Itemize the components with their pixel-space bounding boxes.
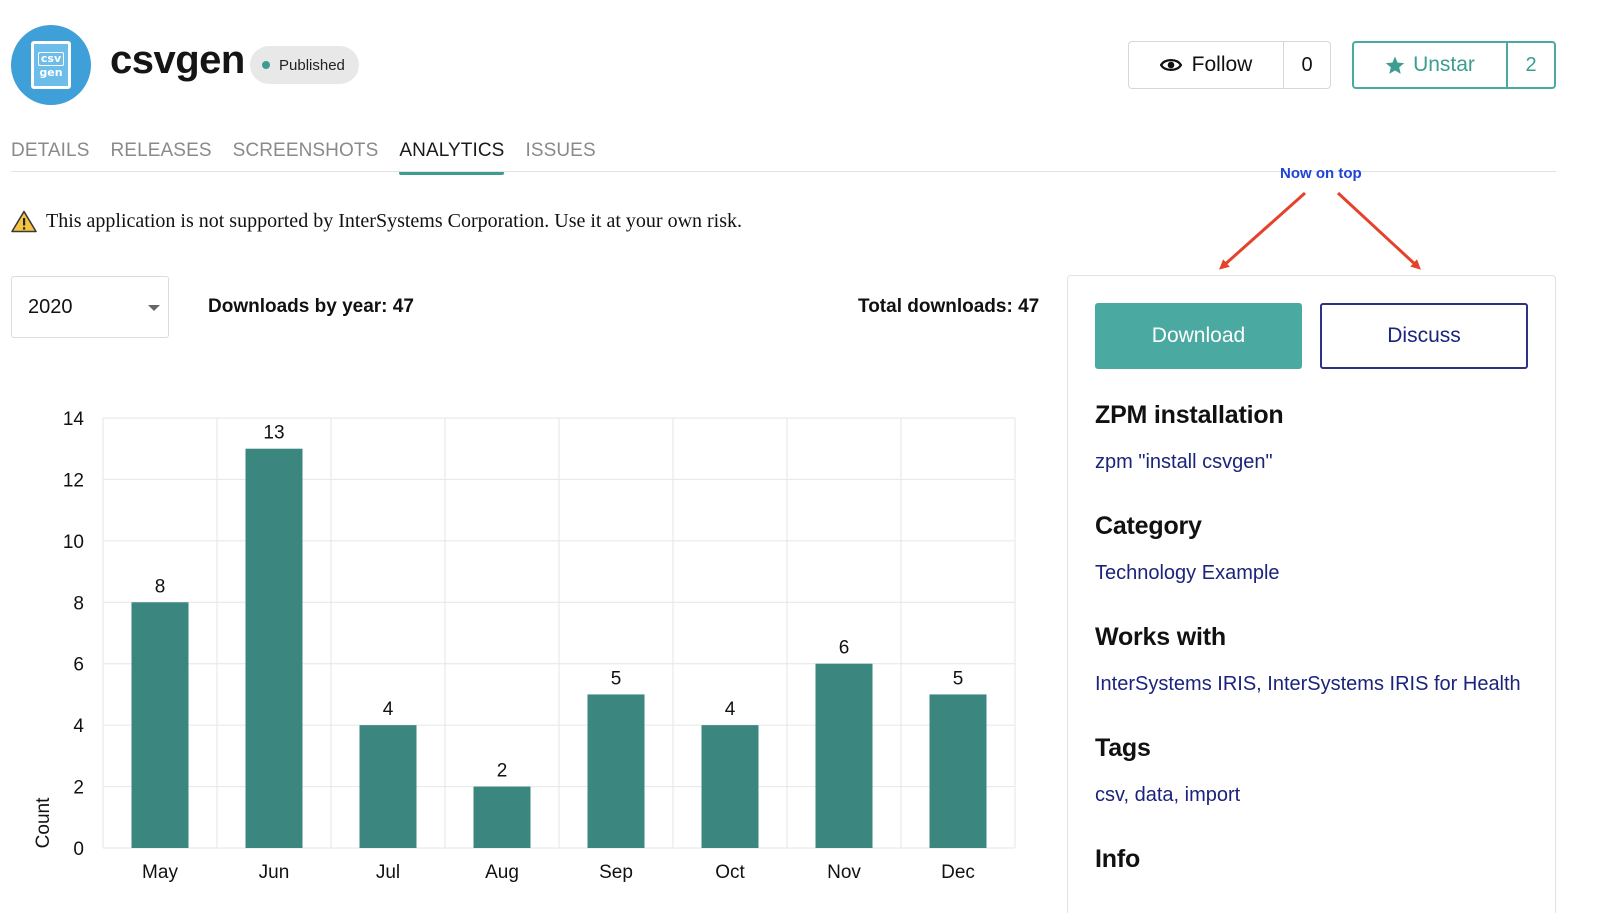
status-dot-icon [262, 61, 270, 69]
data-label: 5 [953, 668, 964, 689]
bar-nov [815, 663, 873, 848]
follow-count: 0 [1301, 53, 1313, 76]
data-label: 4 [725, 699, 736, 720]
year-select[interactable]: 2020 [11, 276, 169, 338]
x-tick-label: Jul [376, 862, 400, 883]
caret-down-icon [148, 305, 160, 311]
y-axis-title: Count [33, 797, 54, 848]
bar-dec [929, 694, 987, 848]
follow-button[interactable]: Follow [1129, 42, 1284, 88]
data-label: 13 [263, 423, 284, 444]
info-heading: Info [1095, 845, 1141, 873]
bar-may [131, 602, 189, 848]
eye-icon [1159, 59, 1182, 71]
download-button[interactable]: Download [1095, 303, 1302, 369]
y-tick-label: 10 [63, 532, 84, 553]
x-tick-label: Dec [941, 862, 975, 883]
tab-bar: DETAILS RELEASES SCREENSHOTS ANALYTICS I… [11, 140, 617, 175]
data-label: 5 [611, 668, 622, 689]
status-badge: Published [250, 46, 359, 84]
zpm-command[interactable]: zpm "install csvgen" [1095, 451, 1273, 473]
arrow-to-discuss [1336, 191, 1421, 270]
bar-oct [701, 725, 759, 848]
year-select-value: 2020 [28, 295, 73, 318]
bar-aug [473, 786, 531, 848]
category-link[interactable]: Technology Example [1095, 562, 1280, 584]
category-heading: Category [1095, 512, 1202, 540]
annotation-arrows [1219, 191, 1421, 270]
star-group: Unstar 2 [1352, 41, 1556, 89]
support-warning: This application is not supported by Int… [11, 210, 742, 233]
warning-text: This application is not supported by Int… [46, 210, 743, 232]
x-tick-label: Oct [715, 862, 745, 883]
x-tick-label: Aug [485, 862, 519, 883]
tab-releases[interactable]: RELEASES [110, 140, 212, 161]
x-tick-label: Jun [259, 862, 290, 883]
y-tick-label: 8 [73, 593, 84, 614]
data-label: 8 [155, 576, 166, 597]
tabs-divider [11, 171, 1556, 172]
unstar-button[interactable]: Unstar [1354, 43, 1508, 87]
works-with-links[interactable]: InterSystems IRIS, InterSystems IRIS for… [1095, 673, 1521, 695]
annotation-label: Now on top [1280, 165, 1362, 182]
tags-heading: Tags [1095, 734, 1151, 762]
total-downloads: Total downloads: 47 [858, 296, 1040, 317]
star-count: 2 [1525, 53, 1537, 76]
warning-icon [11, 210, 37, 233]
arrow-to-download [1219, 191, 1306, 270]
zpm-heading: ZPM installation [1095, 401, 1284, 429]
logo-text-bottom: gen [39, 65, 63, 79]
star-icon [1385, 56, 1405, 74]
tab-issues[interactable]: ISSUES [525, 140, 596, 161]
data-label: 6 [839, 638, 850, 659]
y-tick-label: 2 [73, 778, 84, 799]
x-tick-label: Nov [827, 862, 861, 883]
y-tick-label: 12 [63, 470, 84, 491]
follow-group: Follow 0 [1128, 41, 1331, 89]
y-tick-label: 6 [73, 655, 84, 676]
follow-label: Follow [1191, 53, 1253, 76]
discuss-button[interactable]: Discuss [1320, 303, 1528, 369]
downloads-chart: 0 2 4 6 8 10 12 14 8 May 13 Jun 4 Jul 2 Aug 5 Sep 4 Oct 6 Nov… [33, 409, 1016, 883]
bar-jul [359, 725, 417, 848]
unstar-label: Unstar [1413, 53, 1475, 76]
tags-links[interactable]: csv, data, import [1095, 784, 1241, 806]
x-tick-label: May [142, 862, 178, 883]
app-logo: csv gen [11, 25, 91, 105]
tab-screenshots[interactable]: SCREENSHOTS [232, 140, 379, 161]
bar-jun [245, 448, 303, 848]
y-tick-label: 0 [73, 839, 84, 860]
app-title: csvgen [110, 38, 245, 82]
tab-details[interactable]: DETAILS [11, 140, 90, 161]
downloads-by-year: Downloads by year: 47 [208, 296, 414, 317]
data-label: 4 [383, 699, 394, 720]
logo-text-top: csv [37, 51, 65, 66]
sidebar-panel [1067, 275, 1556, 913]
data-label: 2 [497, 761, 508, 782]
x-tick-label: Sep [599, 862, 633, 883]
bar-sep [587, 694, 645, 848]
y-tick-label: 4 [73, 716, 84, 737]
works-with-heading: Works with [1095, 623, 1226, 651]
y-tick-label: 14 [63, 409, 85, 430]
status-label: Published [279, 56, 345, 74]
csv-file-icon: csv gen [31, 41, 71, 89]
tab-analytics[interactable]: ANALYTICS [399, 140, 505, 175]
